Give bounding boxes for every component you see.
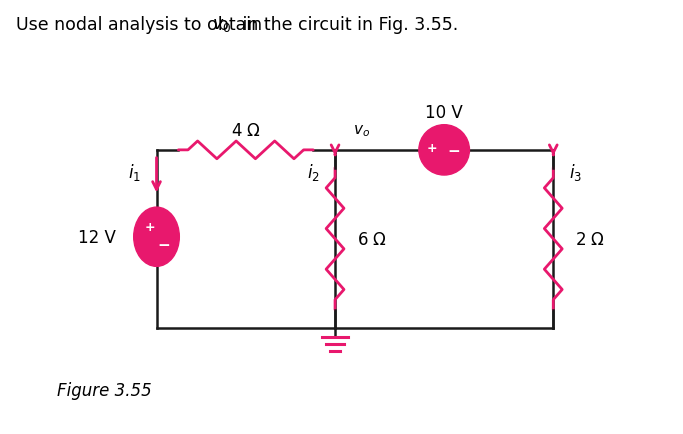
Text: in the circuit in Fig. 3.55.: in the circuit in Fig. 3.55. [237, 16, 458, 33]
Text: +: + [427, 142, 438, 155]
Text: +: + [144, 221, 155, 234]
Ellipse shape [134, 207, 180, 267]
Text: Figure 3.55: Figure 3.55 [57, 381, 152, 399]
Text: $\mathit{v}_o$: $\mathit{v}_o$ [353, 123, 370, 138]
Text: 10 V: 10 V [426, 104, 463, 122]
Circle shape [419, 125, 469, 176]
Text: $i_3$: $i_3$ [568, 162, 582, 183]
Text: Use nodal analysis to obtain: Use nodal analysis to obtain [16, 16, 267, 33]
Text: 2 $\Omega$: 2 $\Omega$ [575, 230, 605, 248]
Text: $i_1$: $i_1$ [128, 162, 141, 183]
Text: $i_2$: $i_2$ [307, 162, 320, 183]
Text: −: − [157, 237, 170, 253]
Text: 12 V: 12 V [78, 228, 116, 246]
Text: $\mathit{v}_0$: $\mathit{v}_0$ [212, 16, 232, 33]
Text: −: − [447, 144, 460, 159]
Text: 6 $\Omega$: 6 $\Omega$ [357, 230, 387, 248]
Text: 4 $\Omega$: 4 $\Omega$ [231, 122, 261, 140]
